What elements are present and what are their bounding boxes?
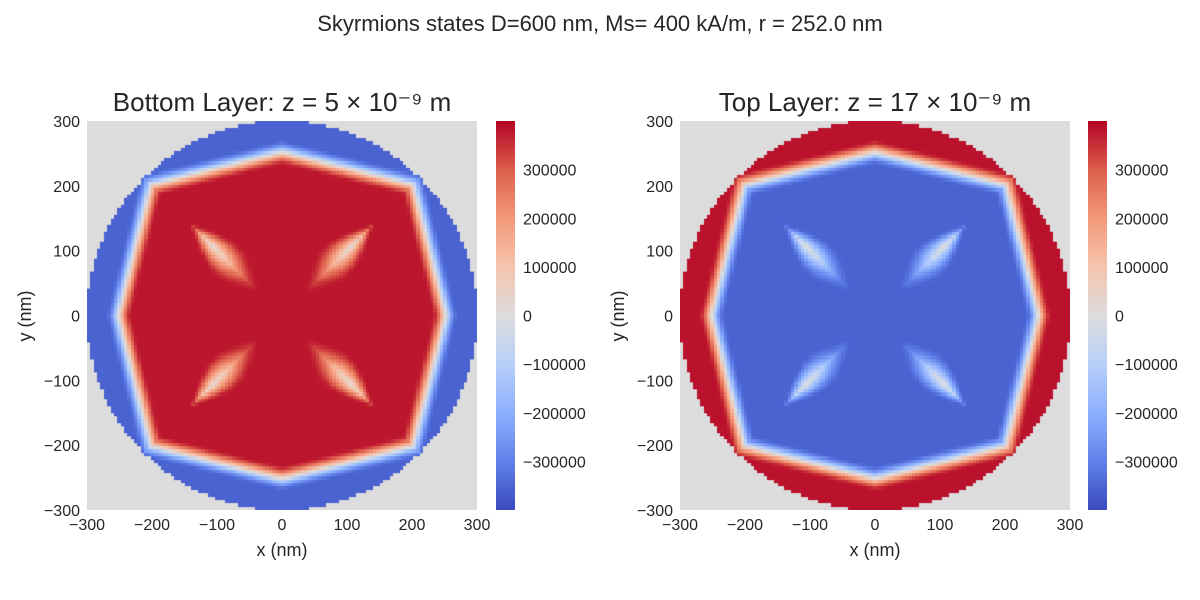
colorbar-tick-label: 300000	[1115, 163, 1168, 180]
x-tick-label: −300	[662, 517, 698, 534]
colorbar-tick-label: −200000	[523, 406, 586, 423]
y-tick-label: −300	[44, 503, 80, 520]
y-tick-label: −200	[637, 438, 673, 455]
colorbar-tick-label: −100000	[1115, 357, 1178, 374]
x-tick-label: 0	[278, 517, 287, 534]
heatmap-image-bottom	[87, 121, 477, 510]
y-ticks-bottom: −300 −200 −100 0 100 200 300	[44, 114, 80, 520]
x-tick-label: 300	[1057, 517, 1084, 534]
x-tick-label: 200	[992, 517, 1019, 534]
y-tick-label: −300	[637, 503, 673, 520]
colorbar-gradient-top	[1088, 121, 1107, 510]
x-axis-label-bottom: x (nm)	[257, 540, 308, 560]
y-axis-label-top: y (nm)	[608, 291, 628, 342]
y-tick-label: 0	[664, 309, 673, 326]
x-tick-label: −200	[134, 517, 170, 534]
x-tick-label: 200	[399, 517, 426, 534]
colorbar-tick-label: 0	[1115, 309, 1124, 326]
panel-bottom-layer: Bottom Layer: z = 5 × 10⁻⁹ m −300 −200 −10…	[15, 87, 586, 560]
x-axis-label-top: x (nm)	[850, 540, 901, 560]
x-tick-label: 100	[927, 517, 954, 534]
x-ticks-top: −300 −200 −100 0 100 200 300	[662, 517, 1083, 534]
y-tick-label: 100	[53, 244, 80, 261]
x-ticks-bottom: −300 −200 −100 0 100 200 300	[69, 517, 490, 534]
colorbar-tick-label: 0	[523, 309, 532, 326]
colorbar-tick-label: 200000	[523, 211, 576, 228]
panel-top-layer: Top Layer: z = 17 × 10⁻⁹ m −300 −200 −100 0…	[608, 87, 1178, 560]
colorbar-tick-label: −300000	[1115, 454, 1178, 471]
colorbar-tick-label: 100000	[1115, 260, 1168, 277]
colorbar-tick-label: −300000	[523, 454, 586, 471]
heatmap-image-top	[680, 121, 1070, 510]
colorbar-tick-label: −100000	[523, 357, 586, 374]
colorbar-tick-label: −200000	[1115, 406, 1178, 423]
x-tick-label: −300	[69, 517, 105, 534]
y-tick-label: 300	[53, 114, 80, 131]
panel-title-top: Top Layer: z = 17 × 10⁻⁹ m	[719, 87, 1031, 117]
plot-area-bottom	[87, 121, 477, 510]
x-tick-label: −200	[727, 517, 763, 534]
x-tick-label: 300	[464, 517, 491, 534]
y-tick-label: −200	[44, 438, 80, 455]
y-ticks-top: −300 −200 −100 0 100 200 300	[637, 114, 673, 520]
plot-area-top	[680, 121, 1070, 510]
colorbar-top: 300000 200000 100000 0 −100000 −200000 −300000	[1088, 121, 1178, 510]
colorbar-bottom: 300000 200000 100000 0 −100000 −200000 −300000	[496, 121, 586, 510]
figure-suptitle: Skyrmions states D=600 nm, Ms= 400 kA/m,…	[317, 11, 883, 36]
x-tick-label: 0	[871, 517, 880, 534]
x-tick-label: −100	[199, 517, 235, 534]
colorbar-tick-label: 100000	[523, 260, 576, 277]
x-tick-label: 100	[334, 517, 361, 534]
panel-title-bottom: Bottom Layer: z = 5 × 10⁻⁹ m	[113, 87, 451, 117]
y-tick-label: 0	[71, 309, 80, 326]
y-axis-label-bottom: y (nm)	[15, 291, 35, 342]
colorbar-ticks-bottom: 300000 200000 100000 0 −100000 −200000 −300000	[523, 163, 586, 472]
colorbar-gradient-bottom	[496, 121, 515, 510]
colorbar-tick-label: 300000	[523, 163, 576, 180]
y-tick-label: 100	[646, 244, 673, 261]
colorbar-ticks-top: 300000 200000 100000 0 −100000 −200000 −300000	[1115, 163, 1178, 472]
y-tick-label: 200	[53, 179, 80, 196]
colorbar-tick-label: 200000	[1115, 211, 1168, 228]
x-tick-label: −100	[792, 517, 828, 534]
y-tick-label: −100	[44, 373, 80, 390]
y-tick-label: −100	[637, 373, 673, 390]
y-tick-label: 200	[646, 179, 673, 196]
y-tick-label: 300	[646, 114, 673, 131]
